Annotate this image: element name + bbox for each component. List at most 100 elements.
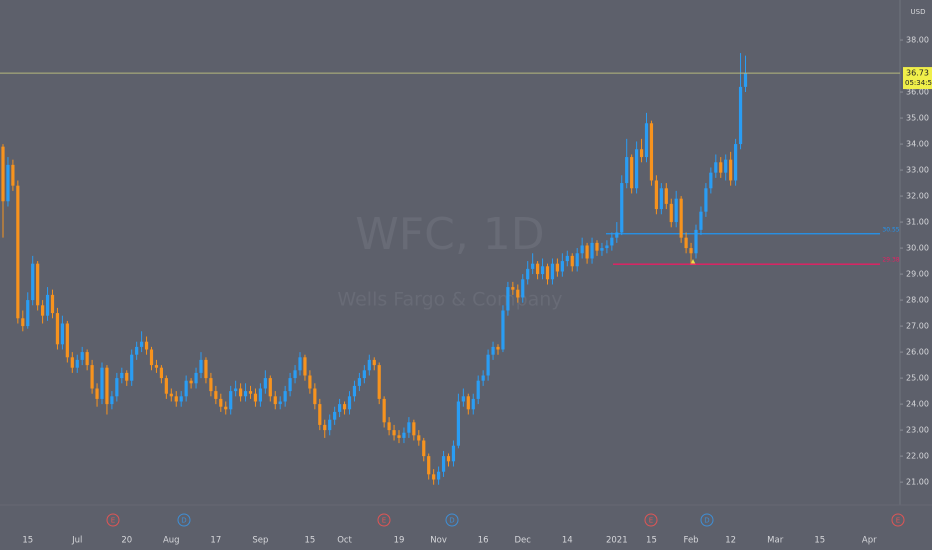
candle-body <box>258 388 262 402</box>
candle <box>570 253 574 272</box>
event-label: E <box>649 517 653 525</box>
x-tick-label: 15 <box>814 536 825 546</box>
candle-body <box>21 318 25 327</box>
candle <box>516 284 520 303</box>
candle <box>704 183 708 217</box>
candle <box>214 385 218 405</box>
candle <box>446 453 451 467</box>
candle-body <box>550 263 555 280</box>
currency: USD <box>911 8 926 16</box>
candle <box>135 341 139 360</box>
candle-body <box>105 367 109 405</box>
last-price-box <box>903 67 932 90</box>
candle <box>674 190 678 228</box>
candle <box>293 365 297 384</box>
event-label: D <box>449 517 454 525</box>
candle <box>555 258 559 277</box>
candle <box>664 183 668 210</box>
candle <box>377 362 381 405</box>
candle-body <box>50 294 55 314</box>
candle <box>229 385 233 415</box>
candle-body <box>427 456 431 475</box>
candle <box>85 349 89 371</box>
candle <box>456 393 460 449</box>
candle-body <box>149 349 154 366</box>
candle-body <box>75 359 79 368</box>
candle <box>268 375 272 402</box>
candle <box>179 391 183 407</box>
candle-body <box>293 370 297 379</box>
candle-body <box>526 268 530 280</box>
candle <box>318 398 322 431</box>
candle-body <box>412 422 416 436</box>
candle <box>70 352 74 373</box>
candle <box>80 346 84 366</box>
event-marker <box>177 513 191 527</box>
candle-body <box>372 359 376 366</box>
candle <box>140 331 144 353</box>
candle-body <box>481 375 485 381</box>
candle <box>224 401 228 415</box>
candle <box>174 391 178 407</box>
candle <box>352 380 357 402</box>
candle <box>407 417 411 438</box>
candle <box>729 151 733 186</box>
candle <box>248 385 253 399</box>
candle-body <box>179 396 183 402</box>
candle <box>644 112 649 163</box>
candle <box>605 240 609 254</box>
candle-body <box>70 357 74 368</box>
candle <box>90 359 94 394</box>
candle-body <box>501 310 505 350</box>
candle-body <box>303 357 307 376</box>
event-label: D <box>704 517 709 525</box>
candle <box>95 383 99 407</box>
candle <box>481 370 485 386</box>
candle <box>451 440 456 467</box>
candle <box>342 401 347 415</box>
candle-body <box>31 263 35 301</box>
candle <box>654 175 658 215</box>
candle-body <box>298 357 302 371</box>
candle <box>585 242 589 264</box>
candle-body <box>144 341 149 350</box>
candle-body <box>441 456 446 472</box>
candle <box>243 383 248 402</box>
candle <box>630 154 634 194</box>
candle <box>625 138 629 189</box>
candle <box>659 183 663 215</box>
candle <box>575 248 579 272</box>
candle-body <box>367 359 371 371</box>
y-tick-label: 22.00 <box>906 452 929 461</box>
candle-body <box>674 198 678 223</box>
candle <box>461 388 465 407</box>
candle-body <box>11 164 15 186</box>
candle-body <box>234 388 238 392</box>
watermark-name: Wells Fargo & Company <box>337 289 562 311</box>
candle <box>397 430 401 444</box>
candle-body <box>333 411 337 420</box>
candle-body <box>699 211 703 230</box>
candle-body <box>283 391 287 402</box>
candle-body <box>704 188 708 212</box>
candle <box>694 224 698 259</box>
candle <box>724 154 728 181</box>
candle <box>719 157 723 178</box>
candle <box>209 372 213 397</box>
candle <box>60 315 64 350</box>
candle-body <box>565 255 569 262</box>
candle <box>511 281 515 295</box>
candle-body <box>90 365 94 389</box>
candle <box>387 417 391 436</box>
candle <box>234 380 238 397</box>
candle-body <box>120 372 124 379</box>
candle <box>184 375 188 402</box>
y-tick-label: 27.00 <box>906 322 929 331</box>
candle-body <box>288 378 292 392</box>
candle <box>476 375 480 405</box>
candle <box>26 292 30 329</box>
candle-body <box>615 232 619 238</box>
candle-body <box>432 474 436 480</box>
candle-body <box>318 404 322 425</box>
